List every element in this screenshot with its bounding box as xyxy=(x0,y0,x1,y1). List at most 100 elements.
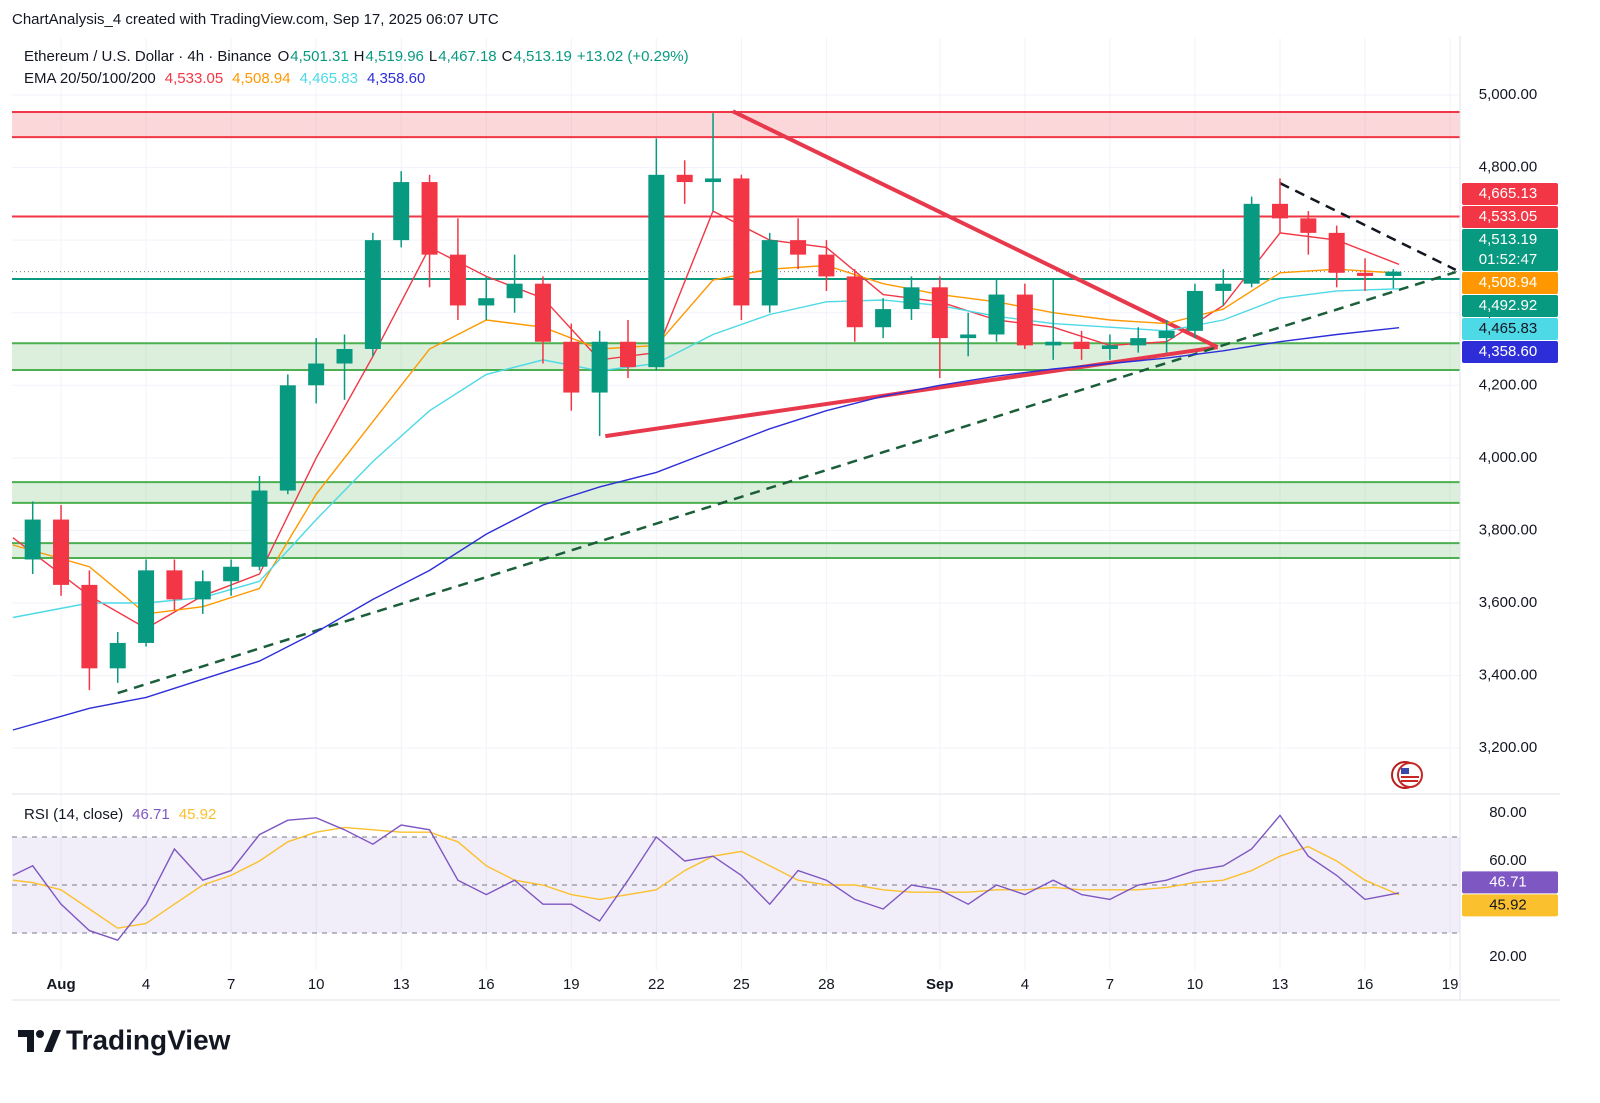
x-tick-label: 4 xyxy=(142,976,150,993)
y-tick-label: 3,200.00 xyxy=(1479,739,1537,756)
rsi-tick-label: 20.00 xyxy=(1489,948,1527,965)
trend-line xyxy=(117,270,1457,695)
candle-body xyxy=(1045,341,1062,346)
x-tick-label: 28 xyxy=(818,976,835,993)
legend-title: Ethereum / U.S. Dollar · 4h · Binance xyxy=(24,48,272,65)
price-label: 4,508.94 xyxy=(1479,274,1537,291)
candle-body xyxy=(506,283,523,299)
ohlc-label: H xyxy=(354,48,365,65)
price-label: 4,492.92 xyxy=(1479,297,1537,314)
candle-body xyxy=(166,570,183,600)
x-tick-label: 25 xyxy=(733,976,750,993)
price-label: 4,665.13 xyxy=(1479,185,1537,202)
candle-body xyxy=(194,581,211,600)
candle-body xyxy=(563,341,580,393)
candle-body xyxy=(1243,203,1260,284)
candle-body xyxy=(308,363,325,386)
zone xyxy=(12,482,1460,503)
flag-icon xyxy=(1391,761,1423,789)
change-value: +13.02 (+0.29%) xyxy=(577,48,689,65)
candle-body xyxy=(421,182,438,255)
logo-mark xyxy=(18,1030,61,1052)
attribution: ChartAnalysis_4 created with TradingView… xyxy=(12,11,499,28)
rsi-value: 46.71 xyxy=(132,806,170,823)
ema-line xyxy=(12,327,1400,731)
x-tick-label: 13 xyxy=(1272,976,1289,993)
candle-body xyxy=(1130,338,1147,346)
ohlc-label: O xyxy=(278,48,290,65)
candle-body xyxy=(1300,218,1317,233)
x-tick-label: 22 xyxy=(648,976,665,993)
candle-body xyxy=(988,294,1005,335)
y-tick-label: 3,600.00 xyxy=(1479,594,1537,611)
zone xyxy=(12,112,1460,138)
price-label-bg xyxy=(1462,183,1558,206)
candle-body xyxy=(223,566,240,582)
candle-body xyxy=(676,174,693,183)
price-label-bg xyxy=(1462,272,1558,295)
plot-layers xyxy=(12,38,1460,970)
candle-body xyxy=(931,287,948,339)
candle-body xyxy=(903,287,920,310)
indicator-value: 4,465.83 xyxy=(300,70,358,87)
price-label-bg xyxy=(1462,894,1558,917)
x-tick-label: 10 xyxy=(308,976,325,993)
price-label: 4,513.19 xyxy=(1479,231,1537,248)
candle-body xyxy=(138,570,155,643)
candle-body xyxy=(960,334,977,339)
candle-body xyxy=(251,490,268,567)
rsi-tick-label: 60.00 xyxy=(1489,852,1527,869)
candle-body xyxy=(1101,345,1118,349)
price-label-bg xyxy=(1462,206,1558,229)
price-label-bg xyxy=(1462,318,1558,341)
y-tick-label: 4,800.00 xyxy=(1479,159,1537,176)
y-tick-label: 3,800.00 xyxy=(1479,521,1537,538)
x-tick-label: 7 xyxy=(227,976,235,993)
candle-body xyxy=(336,348,353,364)
candle-body xyxy=(1328,232,1345,273)
price-label: 46.71 xyxy=(1489,873,1527,890)
price-label-bg xyxy=(1462,341,1558,364)
candle-body xyxy=(1186,290,1203,331)
x-tick-label: 16 xyxy=(1357,976,1374,993)
y-tick-label: 3,400.00 xyxy=(1479,667,1537,684)
candle-body xyxy=(1016,294,1033,346)
candle-body xyxy=(393,182,410,241)
rsi-line xyxy=(12,826,1400,929)
rsi-tick-label: 80.00 xyxy=(1489,804,1527,821)
y-tick-label: 4,200.00 xyxy=(1479,376,1537,393)
candle-body xyxy=(818,254,835,277)
x-tick-label: 13 xyxy=(393,976,410,993)
ohlc-label: L xyxy=(429,48,437,65)
trend-line xyxy=(605,345,1218,439)
candle-body xyxy=(705,178,722,183)
rsi-title: RSI (14, close) xyxy=(24,806,123,823)
candle-body xyxy=(875,309,892,328)
price-label: 45.92 xyxy=(1489,896,1527,913)
x-tick-label: 7 xyxy=(1106,976,1114,993)
price-label: 4,465.83 xyxy=(1479,320,1537,337)
price-label: 01:52:47 xyxy=(1479,251,1537,268)
price-label: 4,358.60 xyxy=(1479,343,1537,360)
price-label: 4,533.05 xyxy=(1479,208,1537,225)
y-tick-label: 4,000.00 xyxy=(1479,449,1537,466)
x-tick-label: 19 xyxy=(563,976,580,993)
candle-body xyxy=(1158,330,1175,339)
indicator-value: 4,533.05 xyxy=(165,70,223,87)
ohlc-value: 4,513.19 xyxy=(513,48,571,65)
y-tick-label: 5,000.00 xyxy=(1479,86,1537,103)
candle-body xyxy=(24,519,41,560)
candle-body xyxy=(534,283,551,342)
ohlc-value: 4,501.31 xyxy=(290,48,348,65)
candle-body xyxy=(109,642,126,669)
price-label-bg xyxy=(1462,295,1558,318)
candle-body xyxy=(733,178,750,306)
logo-text: TradingView xyxy=(66,1024,231,1055)
x-tick-label: 19 xyxy=(1442,976,1459,993)
trend-line xyxy=(732,109,1219,349)
candle-body xyxy=(648,174,665,368)
candle-body xyxy=(478,298,495,306)
ohlc-value: 4,519.96 xyxy=(366,48,424,65)
candle-body xyxy=(790,240,807,255)
